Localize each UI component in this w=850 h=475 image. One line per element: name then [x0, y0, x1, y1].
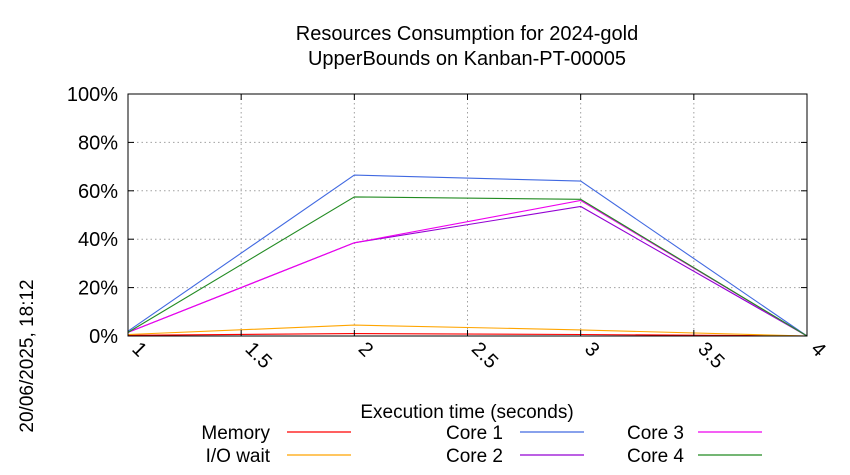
- legend-label-core-3: Core 3: [627, 423, 684, 444]
- legend-label-memory: Memory: [201, 423, 270, 444]
- x-tick-label: 3: [580, 338, 603, 361]
- timestamp-label: 20/06/2025, 18:12: [17, 279, 38, 432]
- x-tick-label: 2.5: [467, 338, 502, 373]
- y-tick-label: 80%: [78, 132, 118, 154]
- y-tick-label: 20%: [78, 278, 118, 300]
- y-tick-label: 60%: [78, 181, 118, 203]
- plot-area: [127, 174, 808, 337]
- legend-label-i-o-wait: I/O wait: [206, 446, 271, 467]
- chart-title-line-1: Resources Consumption for 2024-gold: [296, 23, 638, 45]
- x-tick-label: 1.5: [241, 338, 276, 373]
- x-tick-label: 3.5: [693, 338, 728, 373]
- y-tick-label: 0%: [89, 326, 118, 348]
- x-tick-label: 1: [127, 338, 150, 361]
- legend-label-core-2: Core 2: [446, 446, 503, 467]
- legend-label-core-4: Core 4: [627, 446, 684, 467]
- grid: [128, 94, 807, 336]
- y-tick-label: 40%: [78, 229, 118, 251]
- y-axis: 0% 20% 40% 60% 80% 100%: [67, 84, 807, 348]
- series-line-core-1: [127, 174, 808, 337]
- chart-title-line-2: UpperBounds on Kanban-PT-00005: [308, 48, 626, 70]
- x-tick-label: 4: [806, 338, 829, 361]
- x-tick-label: 2: [354, 338, 377, 361]
- series-line-core-4: [127, 196, 808, 337]
- x-axis: 1 1.5 2 2.5 3 3.5 4: [127, 94, 830, 373]
- legend-label-core-1: Core 1: [446, 423, 503, 444]
- y-tick-label: 100%: [67, 84, 118, 106]
- x-axis-label: Execution time (seconds): [360, 402, 573, 423]
